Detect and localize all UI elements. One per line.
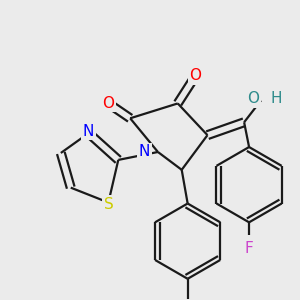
Text: S: S xyxy=(103,197,113,212)
Text: O: O xyxy=(102,96,114,111)
Text: N: N xyxy=(83,124,94,139)
Text: H: H xyxy=(271,91,282,106)
Text: F: F xyxy=(245,241,254,256)
Text: O: O xyxy=(190,68,202,83)
Text: N: N xyxy=(139,145,150,160)
Text: O: O xyxy=(247,91,259,106)
